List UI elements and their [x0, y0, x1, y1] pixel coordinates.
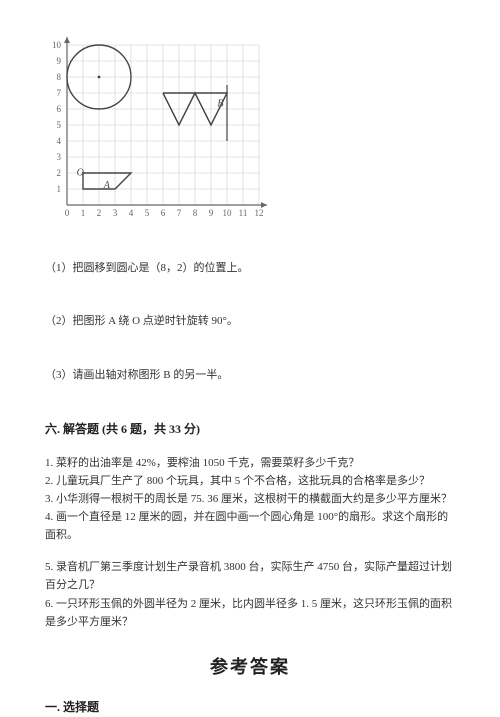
- svg-text:2: 2: [57, 168, 62, 178]
- svg-text:7: 7: [177, 208, 182, 218]
- problem-2: 2. 儿童玩具厂生产了 800 个玩具，其中 5 个不合格，这批玩具的合格率是多…: [45, 472, 455, 490]
- problem-3: 3. 小华测得一根树干的周长是 75. 36 厘米，这根树干的横截面大约是多少平…: [45, 490, 455, 508]
- answers-sub: 一. 选择题: [45, 698, 455, 717]
- svg-text:6: 6: [161, 208, 166, 218]
- question-1: （1）把圆移到圆心是（8，2）的位置上。: [45, 260, 455, 278]
- problem-5: 5. 录音机厂第三季度计划生产录音机 3800 台，实际生产 4750 台，实际…: [45, 558, 455, 594]
- svg-text:3: 3: [113, 208, 118, 218]
- problem-6: 6. 一只环形玉佩的外圆半径为 2 厘米，比内圆半径多 1. 5 厘米，这只环形…: [45, 595, 455, 631]
- svg-text:7: 7: [57, 88, 62, 98]
- svg-text:4: 4: [57, 136, 62, 146]
- section-6-header: 六. 解答题 (共 6 题，共 33 分): [45, 420, 455, 439]
- grid-svg: 012345678910111212345678910AOB: [45, 35, 275, 225]
- svg-text:10: 10: [52, 40, 62, 50]
- svg-text:3: 3: [57, 152, 62, 162]
- problem-4: 4. 画一个直径是 12 厘米的圆，并在圆中画一个圆心角是 100°的扇形。求这…: [45, 508, 455, 544]
- answers-title: 参考答案: [45, 653, 455, 682]
- svg-text:8: 8: [193, 208, 198, 218]
- svg-text:9: 9: [57, 56, 62, 66]
- problem-1: 1. 菜籽的出油率是 42%，要榨油 1050 千克，需要菜籽多少千克？: [45, 454, 455, 472]
- svg-text:1: 1: [57, 184, 62, 194]
- svg-text:10: 10: [223, 208, 233, 218]
- svg-text:1: 1: [81, 208, 86, 218]
- svg-text:9: 9: [209, 208, 214, 218]
- svg-text:6: 6: [57, 104, 62, 114]
- svg-text:4: 4: [129, 208, 134, 218]
- svg-text:2: 2: [97, 208, 102, 218]
- svg-text:A: A: [103, 180, 111, 191]
- svg-text:5: 5: [57, 120, 62, 130]
- question-2: （2）把图形 A 绕 O 点逆时针旋转 90°。: [45, 313, 455, 331]
- question-3: （3）请画出轴对称图形 B 的另一半。: [45, 367, 455, 385]
- svg-text:8: 8: [57, 72, 62, 82]
- svg-text:0: 0: [65, 208, 70, 218]
- grid-figure: 012345678910111212345678910AOB: [45, 35, 455, 232]
- svg-text:B: B: [217, 99, 223, 110]
- svg-text:O: O: [77, 167, 84, 178]
- svg-text:5: 5: [145, 208, 150, 218]
- svg-text:11: 11: [239, 208, 248, 218]
- svg-text:12: 12: [255, 208, 264, 218]
